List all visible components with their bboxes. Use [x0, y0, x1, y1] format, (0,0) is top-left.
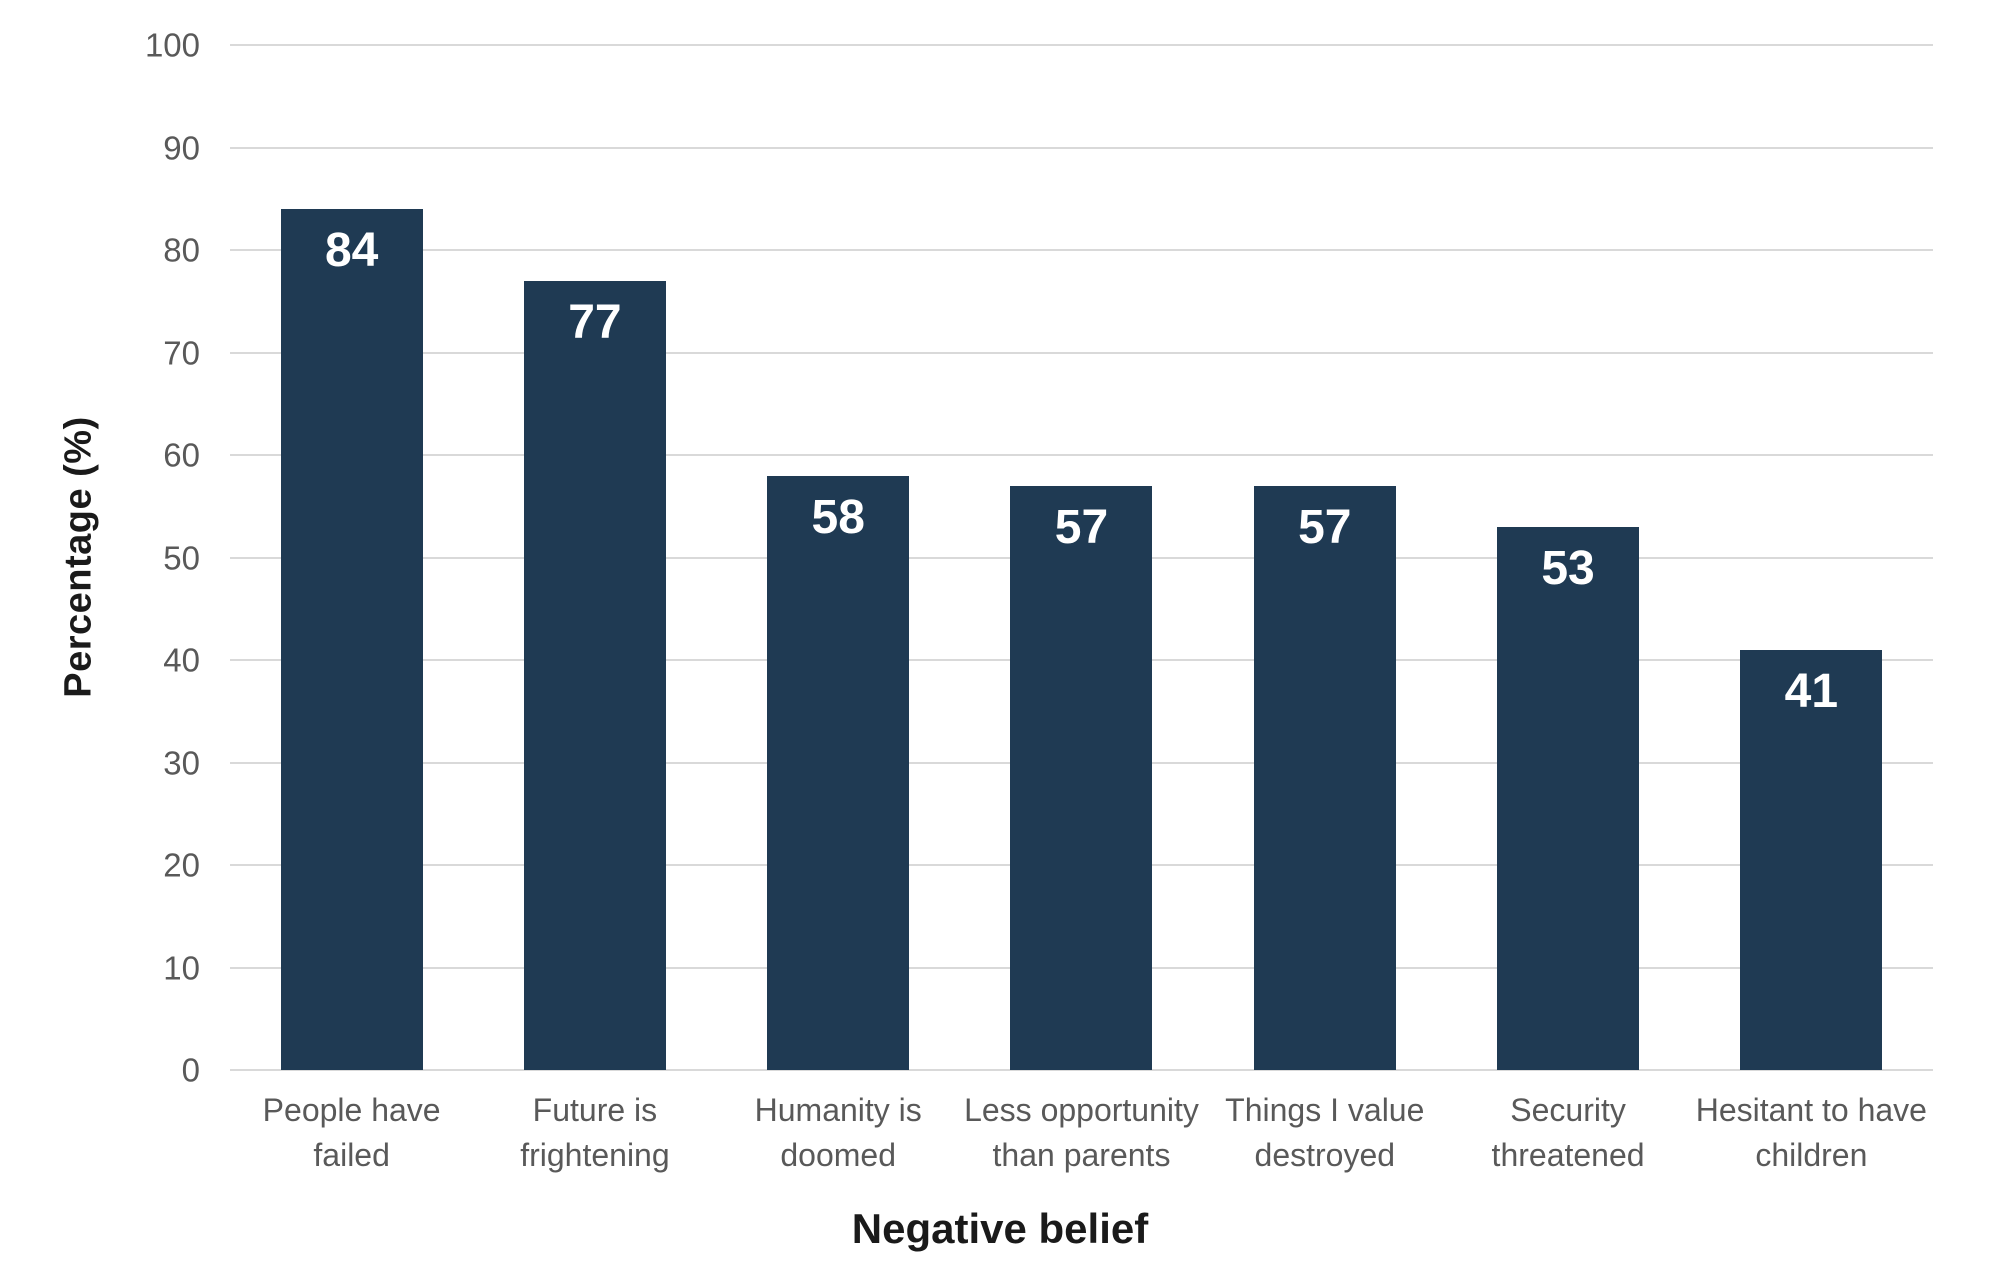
- y-tick-label: 20: [163, 846, 200, 884]
- bar-future-is-frightening: 77: [523, 280, 666, 1070]
- x-axis-title: Negative belief: [851, 1205, 1149, 1252]
- bar-value-label: 84: [324, 224, 379, 277]
- gridline: [230, 351, 1933, 354]
- bar-value-label: 77: [568, 295, 622, 349]
- bar-humanity-is-doomed: 58: [767, 475, 910, 1070]
- bar-slot: 41: [1690, 45, 1933, 1070]
- category-label: Less opportunity than parents: [964, 1092, 1199, 1173]
- y-tick-label: 100: [144, 26, 200, 64]
- y-tick-label: 30: [163, 744, 200, 781]
- bar-people-have-failed: 84: [280, 209, 423, 1070]
- plot-area: 84 77 58 57 57 53 41: [230, 44, 1933, 1071]
- y-tick-label: 0: [181, 1051, 200, 1089]
- bar-value-label: 53: [1541, 541, 1595, 595]
- y-tick-label: 40: [163, 641, 200, 679]
- gridline: [230, 454, 1933, 456]
- category-label: Security threatened: [1491, 1092, 1645, 1173]
- bar-value-label: 57: [1054, 500, 1109, 554]
- y-tick-label: 50: [163, 539, 200, 576]
- gridline: [230, 146, 1933, 149]
- bar-security-threatened: 53: [1497, 526, 1640, 1070]
- gridline: [230, 249, 1933, 251]
- category-label: People have failed: [262, 1092, 441, 1173]
- category-label: Things I value destroyed: [1225, 1092, 1425, 1173]
- bar-slot: 57: [1203, 45, 1446, 1070]
- y-tick-label: 10: [163, 949, 200, 986]
- y-tick-label: 80: [163, 231, 200, 269]
- category-label: Future is frightening: [520, 1092, 670, 1173]
- gridline: [230, 44, 1933, 46]
- bar-things-i-value-destroyed: 57: [1253, 485, 1396, 1070]
- y-tick-label: 90: [163, 129, 200, 166]
- bar-slot: 84: [230, 45, 473, 1070]
- y-axis-tick-labels: 0 10 20 30 40 50 60 70 80 90 100: [0, 29, 200, 1087]
- y-tick-label: 70: [163, 334, 200, 371]
- bar-slot: 77: [473, 45, 716, 1070]
- bar-value-label: 57: [1298, 500, 1352, 554]
- bar-hesitant-to-have-children: 41: [1740, 649, 1883, 1070]
- y-tick-label: 60: [163, 436, 200, 474]
- bar-slot: 53: [1446, 45, 1689, 1070]
- bar-slot: 57: [960, 45, 1203, 1070]
- bar-less-opportunity-than-parents: 57: [1010, 485, 1153, 1070]
- bar-value-label: 58: [811, 490, 865, 544]
- bar-slot: 58: [717, 45, 960, 1070]
- gridline: [230, 1069, 1933, 1071]
- category-label: Hesitant to have children: [1695, 1092, 1927, 1173]
- bar-value-label: 41: [1784, 664, 1839, 718]
- category-label: Humanity is doomed: [754, 1092, 922, 1173]
- x-axis-category-labels: People have failed Future is frightening Hum…: [230, 1088, 1933, 1188]
